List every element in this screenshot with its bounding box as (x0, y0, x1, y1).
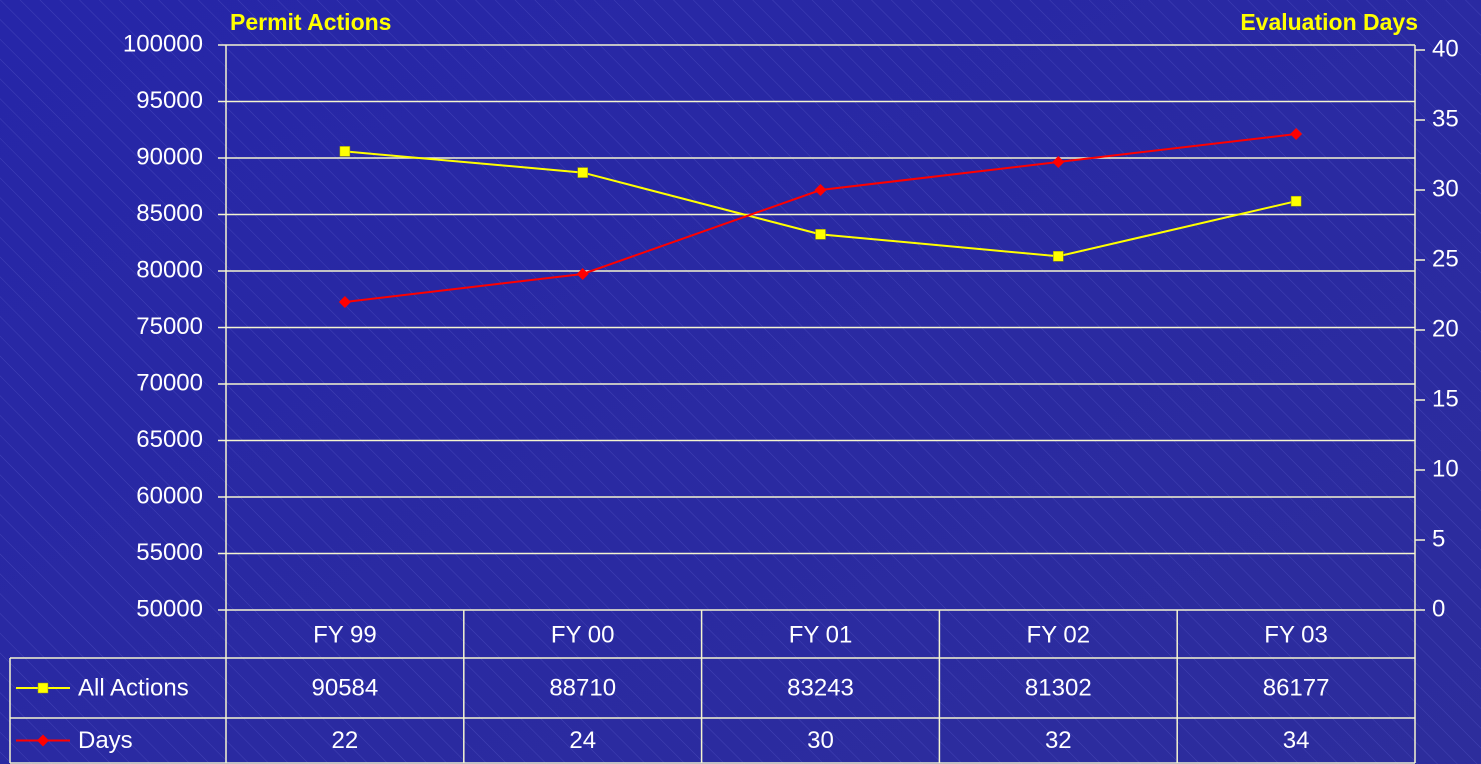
marker (37, 682, 49, 694)
table-value: 24 (569, 727, 596, 754)
y-tick-label: 60000 (136, 482, 203, 509)
y2-tick-label: 20 (1432, 315, 1459, 342)
x-tick-label: FY 99 (313, 621, 377, 648)
y2-tick-label: 30 (1432, 175, 1459, 202)
y-tick-label: 100000 (123, 30, 203, 57)
table-value: 32 (1045, 727, 1072, 754)
y-tick-label: 65000 (136, 426, 203, 453)
y-tick-label: 50000 (136, 595, 203, 622)
marker (1290, 195, 1302, 207)
table-value: 83243 (787, 674, 854, 701)
x-tick-label: FY 03 (1264, 621, 1328, 648)
legend-label: All Actions (78, 674, 189, 701)
y2-axis-title: Evaluation Days (1240, 9, 1418, 35)
table-value: 30 (807, 727, 834, 754)
y2-tick-label: 0 (1432, 595, 1445, 622)
marker (1052, 156, 1065, 168)
y2-tick-label: 25 (1432, 245, 1459, 272)
y2-tick-label: 35 (1432, 105, 1459, 132)
x-tick-label: FY 01 (789, 621, 853, 648)
legend-label: Days (78, 727, 133, 754)
marker (576, 268, 589, 280)
y-axis-title: Permit Actions (230, 9, 391, 35)
marker (37, 734, 49, 747)
marker (1290, 128, 1303, 140)
y2-tick-label: 40 (1432, 35, 1459, 62)
marker (814, 184, 827, 196)
table-value: 88710 (549, 674, 616, 701)
marker (338, 296, 351, 308)
marker (577, 167, 588, 178)
marker (339, 146, 351, 157)
y-tick-label: 80000 (136, 256, 203, 283)
table-value: 86177 (1263, 674, 1330, 701)
y-tick-label: 75000 (136, 313, 203, 340)
table-value: 90584 (312, 674, 379, 701)
marker (1053, 251, 1064, 262)
y2-tick-label: 10 (1432, 455, 1459, 482)
y2-tick-label: 15 (1432, 385, 1459, 412)
y-tick-label: 95000 (136, 87, 203, 114)
x-tick-label: FY 00 (551, 621, 615, 648)
table-value: 22 (332, 727, 359, 754)
marker (815, 229, 826, 240)
table-value: 34 (1283, 727, 1310, 754)
y-tick-label: 55000 (136, 539, 203, 566)
y-tick-label: 70000 (136, 369, 203, 396)
x-tick-label: FY 02 (1026, 621, 1090, 648)
y2-tick-label: 5 (1432, 525, 1445, 552)
y-tick-label: 90000 (136, 143, 203, 170)
y-tick-label: 85000 (136, 200, 203, 227)
table-value: 81302 (1025, 674, 1092, 701)
